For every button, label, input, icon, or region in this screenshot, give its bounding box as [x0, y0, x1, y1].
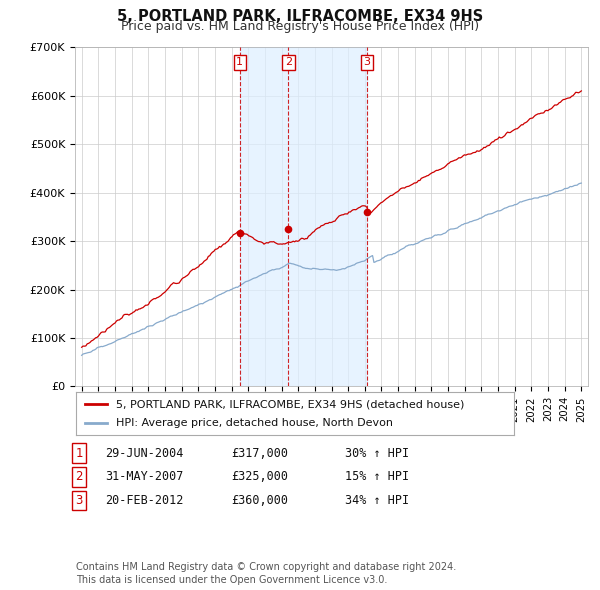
Text: 5, PORTLAND PARK, ILFRACOMBE, EX34 9HS: 5, PORTLAND PARK, ILFRACOMBE, EX34 9HS: [117, 9, 483, 24]
Text: 20-FEB-2012: 20-FEB-2012: [105, 494, 184, 507]
Text: 1: 1: [76, 447, 83, 460]
Text: 15% ↑ HPI: 15% ↑ HPI: [345, 470, 409, 483]
Text: Price paid vs. HM Land Registry's House Price Index (HPI): Price paid vs. HM Land Registry's House …: [121, 20, 479, 33]
Text: £317,000: £317,000: [231, 447, 288, 460]
Text: 31-MAY-2007: 31-MAY-2007: [105, 470, 184, 483]
Bar: [240, 47, 367, 386]
Text: 5, PORTLAND PARK, ILFRACOMBE, EX34 9HS (detached house): 5, PORTLAND PARK, ILFRACOMBE, EX34 9HS (…: [116, 399, 464, 409]
Text: 3: 3: [76, 494, 83, 507]
Text: 2: 2: [285, 57, 292, 67]
Text: HPI: Average price, detached house, North Devon: HPI: Average price, detached house, Nort…: [116, 418, 392, 428]
Text: 30% ↑ HPI: 30% ↑ HPI: [345, 447, 409, 460]
Text: £360,000: £360,000: [231, 494, 288, 507]
Text: 2: 2: [76, 470, 83, 483]
Text: 34% ↑ HPI: 34% ↑ HPI: [345, 494, 409, 507]
Text: Contains HM Land Registry data © Crown copyright and database right 2024.
This d: Contains HM Land Registry data © Crown c…: [76, 562, 457, 585]
Text: 29-JUN-2004: 29-JUN-2004: [105, 447, 184, 460]
Text: 3: 3: [364, 57, 371, 67]
Text: 1: 1: [236, 57, 244, 67]
Text: £325,000: £325,000: [231, 470, 288, 483]
